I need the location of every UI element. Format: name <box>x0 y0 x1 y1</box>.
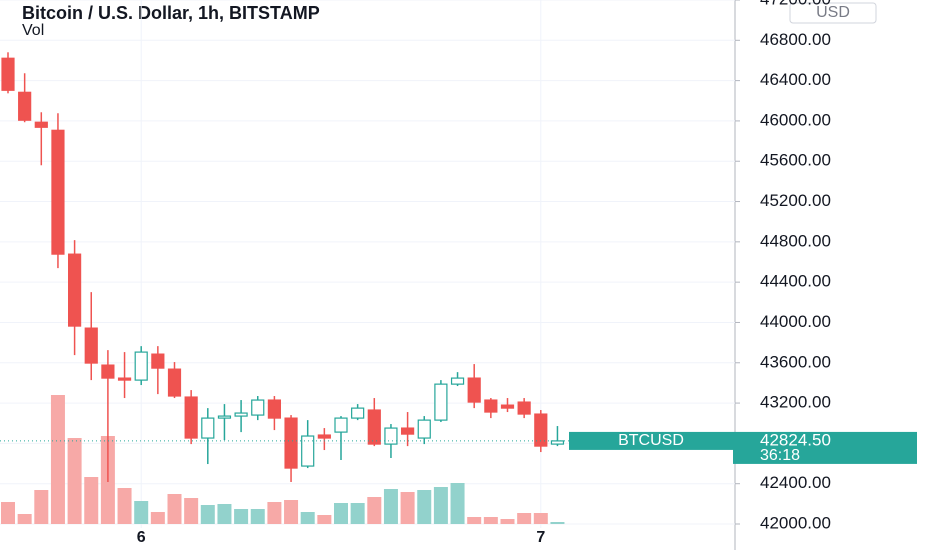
candle-body <box>134 351 148 381</box>
volume-bar <box>383 489 398 524</box>
candle-body <box>251 399 265 416</box>
candle-body <box>67 253 82 327</box>
candle-body <box>384 427 398 445</box>
last-price-badge <box>733 431 917 464</box>
y-tick-label: 47200.00 <box>760 0 831 8</box>
y-tick-label: 45600.00 <box>760 151 831 170</box>
y-tick-label: 46400.00 <box>760 70 831 89</box>
candle-body <box>334 417 348 433</box>
candle-body <box>417 419 431 439</box>
candle-body <box>234 412 248 417</box>
candle-body <box>550 440 565 445</box>
chart-title: Bitcoin / U.S. Dollar, 1h, BITSTAMP <box>22 3 320 23</box>
volume-bar <box>467 517 482 524</box>
volume-bar <box>234 509 249 524</box>
y-tick-label: 44000.00 <box>760 312 831 331</box>
candle-body <box>484 399 498 413</box>
volume-bar <box>267 502 282 524</box>
volume-bar <box>34 490 49 524</box>
y-tick-label: 43200.00 <box>760 393 831 412</box>
candle-body <box>434 383 448 421</box>
symbol-badge <box>569 431 733 450</box>
candle-body <box>18 91 32 121</box>
last-price-label: 42824.50 <box>760 430 831 449</box>
candle-body <box>301 435 315 467</box>
currency-badge[interactable] <box>789 2 877 24</box>
volume-bar <box>317 515 332 524</box>
currency[interactable]: USD <box>816 4 850 21</box>
volume-bar <box>117 488 132 524</box>
volume-bar <box>550 522 565 524</box>
y-tick-label: 45200.00 <box>760 191 831 210</box>
volume-bar <box>300 512 315 524</box>
y-tick-label: 43600.00 <box>760 352 831 371</box>
y-tick-label: 42400.00 <box>760 473 831 492</box>
candle-body <box>500 404 515 409</box>
y-tick-label: 44800.00 <box>760 231 831 250</box>
candle-body <box>51 129 65 255</box>
volume-bar <box>84 477 99 524</box>
volume-bar <box>533 513 548 524</box>
candle-body <box>167 368 182 397</box>
volume-bar <box>400 492 415 524</box>
candle-body <box>101 364 115 379</box>
volume-bar <box>367 497 382 524</box>
volume-bar <box>417 490 432 524</box>
volume-bar <box>150 512 165 524</box>
candle-body <box>284 417 298 469</box>
candle-body <box>517 401 531 415</box>
candle-body <box>467 377 481 403</box>
volume-bar <box>200 505 215 524</box>
candle-body <box>267 399 281 419</box>
candle-body <box>184 396 198 439</box>
candle-body <box>367 409 381 445</box>
candle-body <box>534 413 548 447</box>
volume-bar <box>517 513 532 524</box>
volume-bar <box>1 502 15 524</box>
volume-bar <box>500 519 515 524</box>
y-tick-label: 46800.00 <box>760 30 831 49</box>
candle-body <box>1 57 15 91</box>
candle-body <box>151 353 165 369</box>
candle-body <box>84 327 98 364</box>
volume-bar <box>17 514 32 524</box>
candle-body <box>34 121 48 128</box>
x-tick-label: 6 <box>137 529 146 546</box>
countdown: 36:18 <box>760 447 800 464</box>
candle-body <box>201 417 215 439</box>
candle-body <box>317 434 331 439</box>
y-tick-label: 46000.00 <box>760 110 831 129</box>
volume-bar <box>184 498 199 524</box>
volume-label: Vol <box>22 22 44 39</box>
x-tick-label: 7 <box>536 529 545 546</box>
volume-bar <box>350 503 365 524</box>
candle-body <box>217 415 232 419</box>
volume-bar <box>67 438 82 524</box>
volume-bar <box>217 504 232 524</box>
y-tick-label: 42000.00 <box>760 513 831 532</box>
y-tick-label: 44400.00 <box>760 272 831 291</box>
volume-bar <box>483 517 498 524</box>
candle-body <box>117 377 132 381</box>
candle-body <box>351 407 365 419</box>
volume-bar <box>450 483 465 524</box>
volume-bar <box>50 395 65 524</box>
volume-bar <box>433 487 448 524</box>
volume-bar <box>134 501 149 524</box>
candle-body <box>401 427 415 435</box>
volume-bar <box>167 494 182 524</box>
volume-bar <box>284 500 299 524</box>
volume-bar <box>334 503 348 524</box>
symbol-label: BTCUSD <box>618 432 684 449</box>
volume-bar <box>250 509 265 524</box>
candle-body <box>450 377 465 385</box>
